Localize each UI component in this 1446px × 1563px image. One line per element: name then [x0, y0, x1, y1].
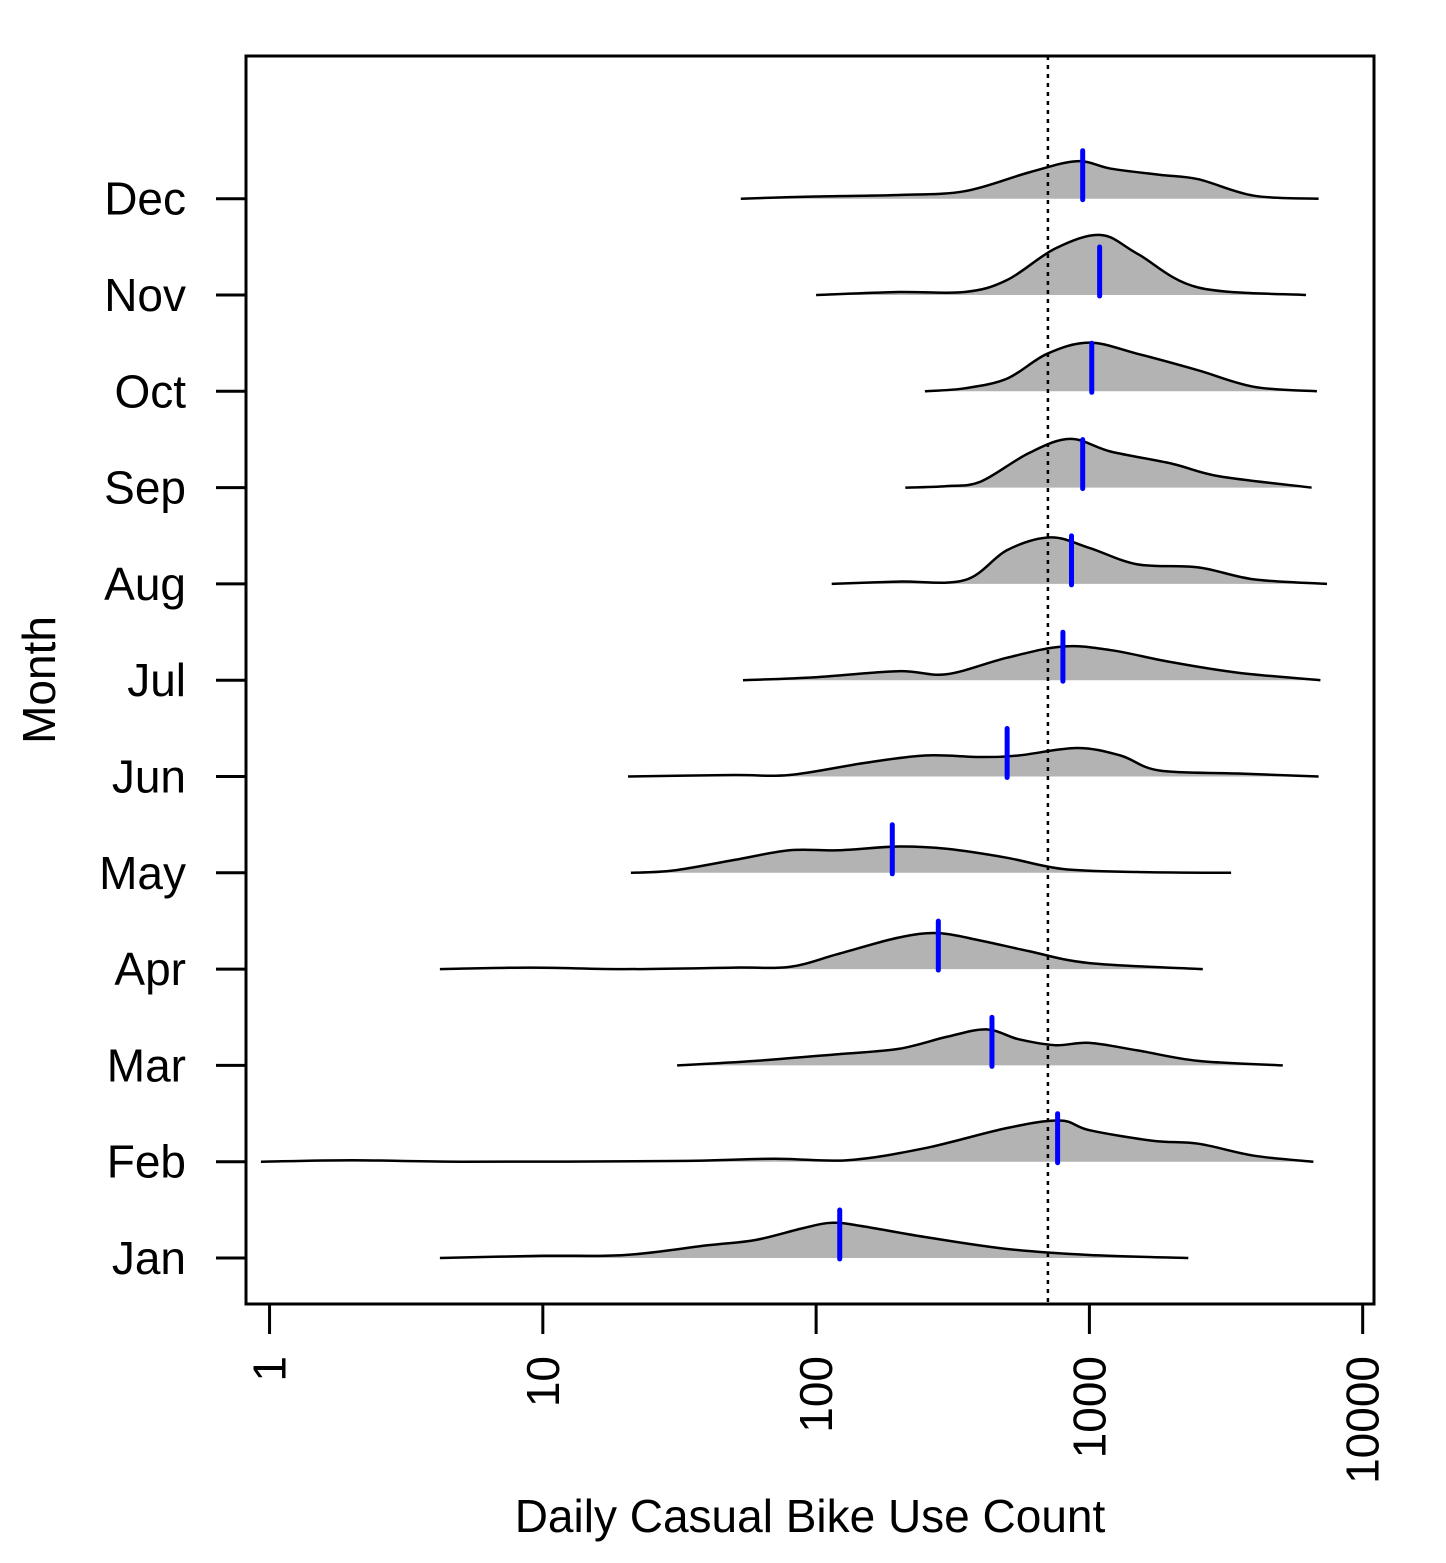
- density-curve-apr: [439, 931, 1203, 971]
- density-curve-dec: [740, 159, 1319, 200]
- y-axis: Jan Feb Mar Apr May Jun Jul Aug Sep Oct Nov Dec: [99, 173, 246, 1284]
- density-curve-aug: [831, 536, 1328, 586]
- density-fill-dec: [740, 161, 1319, 199]
- y-tick-label-aug: Aug: [104, 558, 186, 610]
- y-tick-label-oct: Oct: [114, 365, 186, 417]
- density-fill-feb: [260, 1120, 1314, 1162]
- density-curve-may: [630, 845, 1232, 875]
- y-tick-label-dec: Dec: [104, 173, 186, 225]
- x-tick-label-100: 100: [790, 1356, 842, 1433]
- x-tick-label-10: 10: [517, 1356, 569, 1407]
- x-axis: 1 10 100 1000 10000: [244, 1302, 1389, 1484]
- density-fill-aug: [831, 537, 1327, 584]
- density-curve-feb: [260, 1119, 1314, 1163]
- x-tick-label-1: 1: [244, 1356, 296, 1382]
- density-fill-jan: [439, 1222, 1189, 1258]
- y-axis-title: Month: [13, 616, 65, 744]
- y-tick-label-apr: Apr: [114, 943, 186, 995]
- density-curve-jun: [627, 746, 1319, 778]
- y-tick-label-may: May: [99, 847, 186, 899]
- x-tick-label-1000: 1000: [1063, 1356, 1115, 1458]
- y-tick-label-mar: Mar: [107, 1039, 186, 1091]
- density-fill-nov: [816, 234, 1306, 295]
- x-tick-label-10000: 10000: [1337, 1356, 1389, 1484]
- density-curve-mar: [677, 1028, 1283, 1067]
- density-fill-apr: [439, 933, 1203, 970]
- density-fill-jun: [628, 748, 1319, 777]
- density-fill-oct: [924, 342, 1317, 392]
- y-tick-label-feb: Feb: [107, 1136, 186, 1188]
- density-fill-mar: [677, 1029, 1283, 1066]
- density-fill-may: [630, 846, 1232, 873]
- y-tick-label-jan: Jan: [112, 1232, 186, 1284]
- density-curve-sep: [905, 437, 1312, 489]
- density-curve-jul: [742, 644, 1321, 682]
- ridges-group: [260, 159, 1328, 1260]
- y-tick-label-nov: Nov: [104, 269, 186, 321]
- y-tick-label-sep: Sep: [104, 462, 186, 514]
- density-curve-jan: [439, 1221, 1189, 1260]
- density-curve-nov: [816, 233, 1307, 297]
- y-tick-label-jun: Jun: [112, 751, 186, 803]
- y-tick-label-jul: Jul: [127, 654, 186, 706]
- median-markers-group: [837, 148, 1103, 1262]
- x-axis-title: Daily Casual Bike Use Count: [515, 1490, 1106, 1542]
